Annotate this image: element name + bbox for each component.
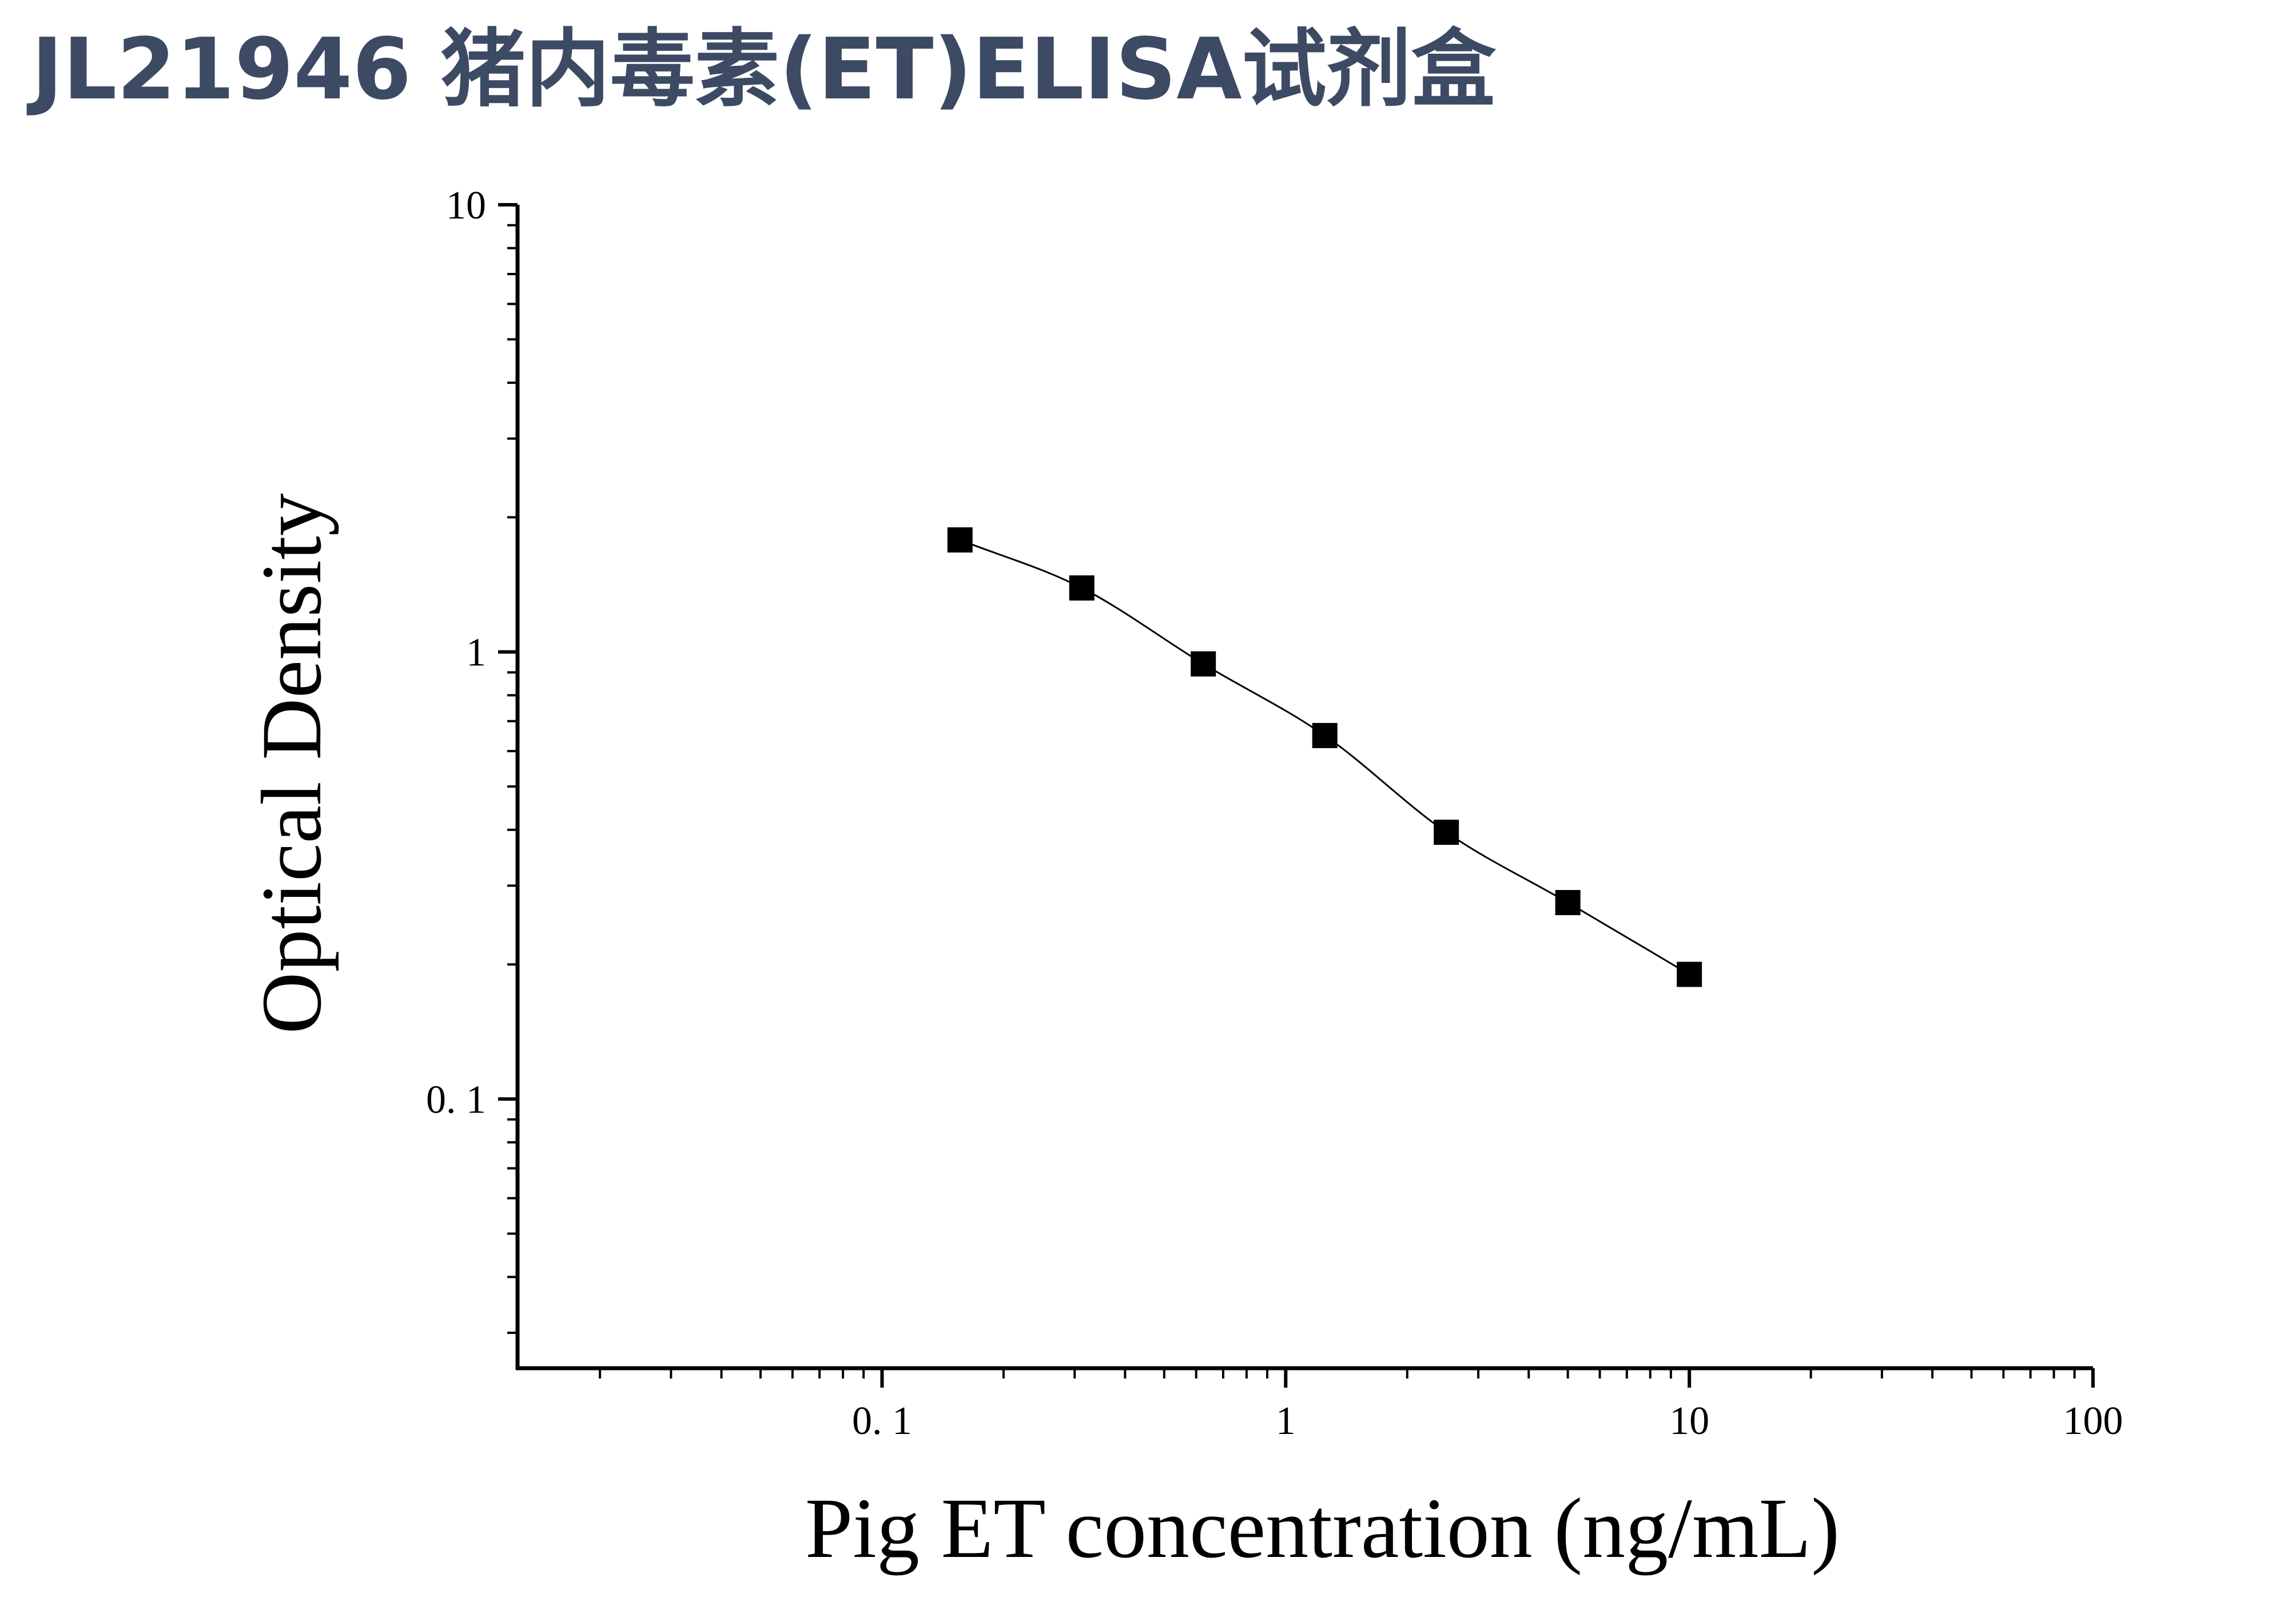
data-point xyxy=(1069,575,1095,601)
x-tick-labels: 0. 1 1 10 100 xyxy=(852,1399,2123,1443)
data-points xyxy=(947,527,1702,987)
y-tick-label: 1 xyxy=(466,631,486,675)
data-point xyxy=(1312,722,1338,748)
x-tick-label: 10 xyxy=(1669,1399,1709,1443)
data-point xyxy=(1434,820,1459,845)
y-axis-ticks xyxy=(498,203,518,1334)
x-tick-label: 100 xyxy=(2063,1399,2123,1443)
page-title: JL21946 猪内毒素(ET)ELISA试剂盒 xyxy=(31,20,1496,118)
data-point xyxy=(1191,651,1216,677)
y-tick-labels: 0. 1 1 10 xyxy=(426,184,486,1122)
x-tick-label: 0. 1 xyxy=(852,1399,912,1443)
y-axis-title: Optical Density xyxy=(244,493,339,1034)
data-point xyxy=(947,527,973,553)
data-point xyxy=(1677,962,1702,987)
x-axis-ticks xyxy=(599,1368,2095,1388)
y-tick-label: 10 xyxy=(446,184,486,228)
x-axis-title: Pig ET concentration (ng/mL) xyxy=(805,1481,1840,1576)
x-tick-label: 1 xyxy=(1276,1399,1296,1443)
y-tick-label: 0. 1 xyxy=(426,1078,486,1122)
data-point xyxy=(1555,889,1581,915)
